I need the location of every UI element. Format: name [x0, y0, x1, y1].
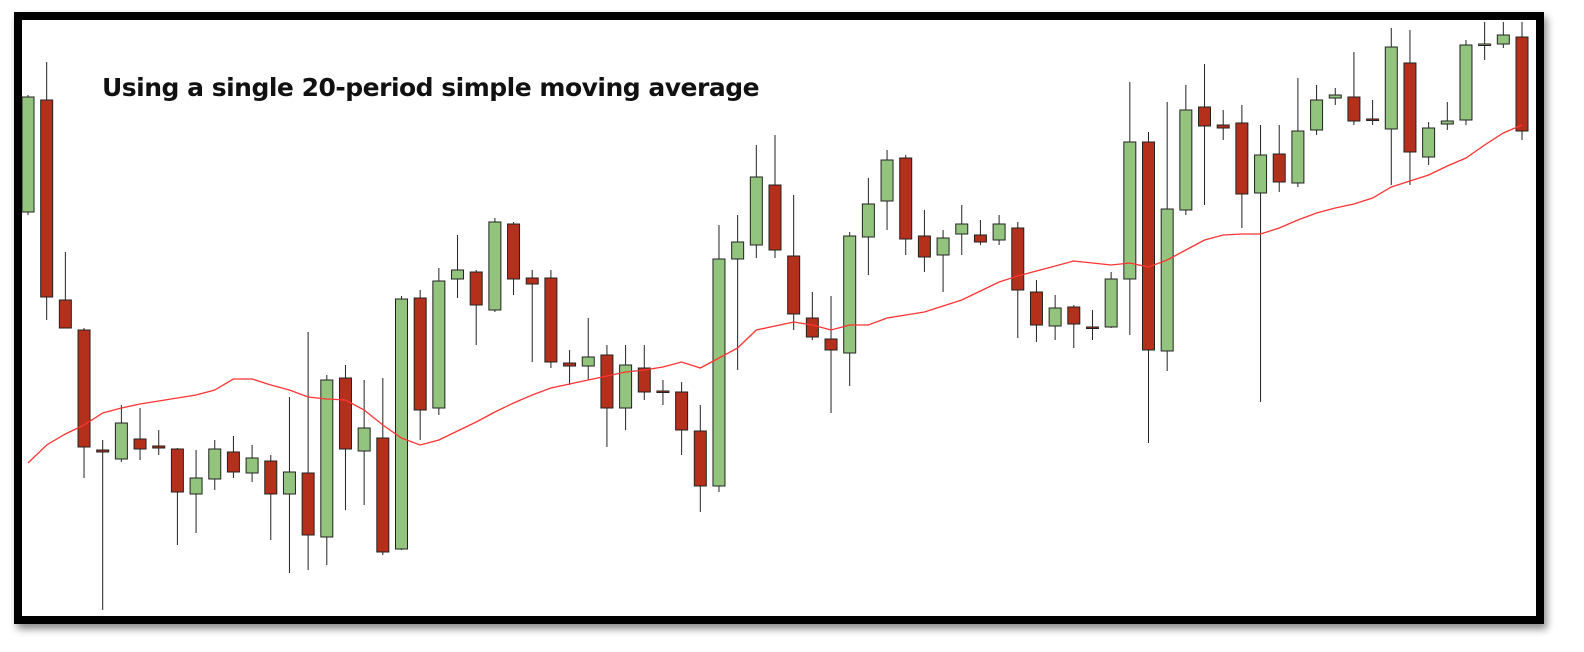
candle-body — [1160, 208, 1174, 352]
candle-body — [675, 391, 689, 431]
candle-body — [77, 329, 91, 448]
candle-body — [955, 223, 969, 235]
candle-body — [1142, 141, 1155, 351]
candle-body — [1478, 43, 1492, 46]
candle-body — [451, 269, 465, 280]
candle-body — [1254, 154, 1268, 194]
candle-body — [1347, 96, 1361, 122]
candle-body — [395, 298, 408, 550]
candle-body — [843, 235, 857, 354]
candle-body — [544, 277, 558, 363]
candle-body — [619, 364, 633, 409]
candle-body — [693, 430, 707, 487]
candle-body — [208, 448, 222, 480]
candle-body — [600, 354, 614, 409]
candle-body — [133, 438, 147, 450]
candle-body — [488, 221, 502, 311]
candle-body — [1179, 109, 1193, 211]
candle-body — [1496, 34, 1510, 45]
candle-body — [1067, 306, 1081, 325]
candle-body — [1403, 62, 1417, 153]
candle-body — [637, 367, 651, 393]
candle-body — [22, 96, 35, 213]
candle-body — [282, 471, 296, 495]
candle-body — [1459, 44, 1473, 121]
candle-body — [1272, 153, 1286, 183]
candle-body — [189, 477, 203, 495]
candle-body — [320, 379, 334, 538]
candle-body — [1328, 94, 1342, 99]
candle-body — [936, 237, 950, 256]
candle-body — [861, 203, 875, 238]
candle-body — [768, 184, 782, 251]
candle-body — [1216, 124, 1230, 129]
candle-body — [525, 277, 539, 285]
candle-body — [787, 255, 801, 315]
candle-body — [1123, 141, 1137, 280]
candle-body — [432, 280, 446, 409]
candle-body — [170, 448, 184, 493]
candle-body — [973, 234, 987, 243]
candle-body — [40, 99, 54, 298]
candle-body — [338, 377, 352, 450]
candle-body — [264, 460, 278, 495]
candle-body — [469, 271, 483, 306]
candle-body — [880, 159, 894, 202]
plot-area — [22, 22, 1529, 610]
candle-body — [824, 338, 838, 351]
candle-body — [1235, 122, 1249, 195]
candle-body — [1104, 278, 1118, 328]
candle-body — [563, 362, 577, 367]
candle-body — [731, 241, 745, 260]
candle-body — [245, 457, 259, 474]
candle-body — [58, 299, 72, 329]
candle-body — [1085, 326, 1099, 329]
candle-body — [96, 449, 110, 453]
candle-body — [1029, 291, 1043, 326]
candle-body — [1422, 127, 1436, 158]
candle-body — [413, 297, 427, 411]
candle-body — [1011, 227, 1025, 291]
candle-body — [507, 223, 521, 280]
candle-body — [749, 176, 763, 246]
candle-body — [152, 445, 166, 449]
moving-average-line — [27, 124, 1523, 464]
candle-body — [899, 157, 913, 240]
candle-body — [1048, 307, 1062, 327]
candle-body — [805, 317, 819, 338]
candle-body — [656, 390, 670, 393]
candle-body — [301, 472, 315, 536]
candle-body — [581, 356, 595, 367]
candle-body — [1291, 130, 1305, 184]
candle-body — [114, 422, 128, 460]
candle-body — [226, 451, 240, 473]
candle-body — [1515, 36, 1529, 132]
candle-body — [357, 427, 371, 452]
candle-body — [376, 437, 390, 553]
candle-body — [1384, 46, 1398, 130]
candle-body — [1366, 118, 1380, 121]
candle-body — [1198, 106, 1212, 127]
candle-body — [917, 235, 931, 258]
chart-title: Using a single 20-period simple moving a… — [102, 73, 759, 102]
chart-frame — [14, 12, 1544, 624]
candle-body — [1440, 120, 1454, 125]
candle-body — [712, 258, 726, 487]
candle-body — [1310, 99, 1324, 131]
candle-body — [992, 223, 1006, 241]
